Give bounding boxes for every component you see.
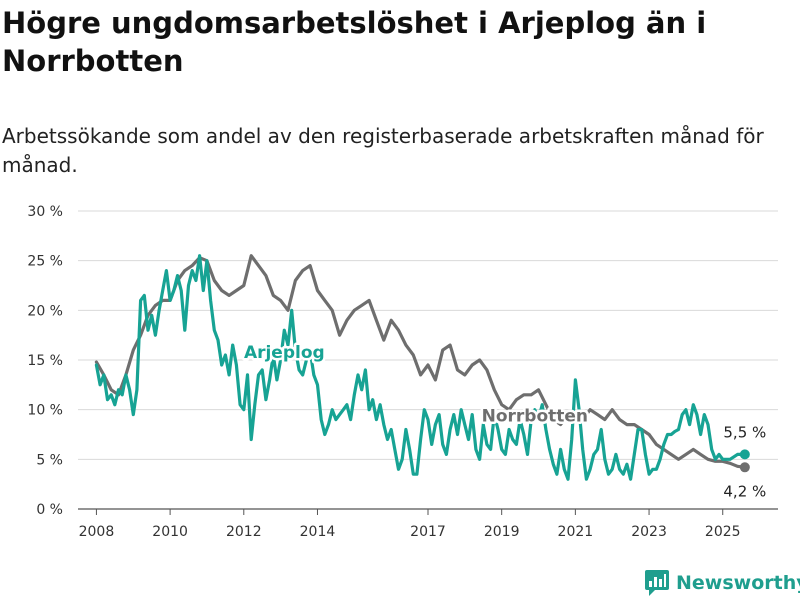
x-tick-label: 2023 bbox=[631, 524, 667, 540]
series-lines bbox=[94, 254, 747, 481]
line-chart: 0 %5 %10 %15 %20 %25 %30 % 2008 2010 2012 2… bbox=[27, 204, 778, 540]
y-tick-label: 25 % bbox=[27, 254, 63, 270]
x-tick-label: 2019 bbox=[484, 524, 520, 540]
x-tick-label: 2014 bbox=[300, 524, 336, 540]
series-labels: Arjeplog Norrbotten bbox=[241, 341, 590, 430]
x-axis: 2008 2010 2012 2014 2017 2019 2021 2023 2025 bbox=[79, 509, 741, 540]
y-tick-label: 10 % bbox=[27, 403, 63, 419]
x-tick-label: 2025 bbox=[705, 524, 741, 540]
y-tick-label: 5 % bbox=[36, 452, 63, 468]
x-tick-label: 2012 bbox=[226, 524, 262, 540]
series-line-norrbotten bbox=[94, 254, 747, 469]
end-point-norrbotten bbox=[739, 462, 750, 473]
chart-subtitle: Arbetssökande som andel av den registerb… bbox=[2, 124, 764, 177]
end-point-arjeplog bbox=[739, 449, 750, 460]
end-value-label-arjeplog: 5,5 % bbox=[723, 423, 766, 441]
y-tick-label: 0 % bbox=[36, 502, 63, 518]
y-axis-tick-labels: 0 % 5 % 10 % 15 % 20 % 25 % 30 % bbox=[27, 204, 63, 518]
series-line-arjeplog bbox=[94, 254, 747, 481]
brand-name: Newsworthy bbox=[676, 572, 800, 594]
end-points: 4,2 % 5,5 % bbox=[723, 423, 766, 500]
series-label-norrbotten: Norrbotten bbox=[482, 407, 588, 427]
chart-title: Högre ungdomsarbetslöshet i Arjeplog än … bbox=[2, 6, 707, 78]
x-tick-label: 2021 bbox=[558, 524, 594, 540]
series-label-arjeplog: Arjeplog bbox=[244, 343, 325, 363]
x-tick-label: 2008 bbox=[79, 524, 115, 540]
brand-logo: Newsworthy bbox=[645, 569, 800, 597]
y-tick-label: 15 % bbox=[27, 353, 63, 369]
gridlines bbox=[78, 210, 778, 510]
y-tick-label: 30 % bbox=[27, 204, 63, 220]
end-value-label-norrbotten: 4,2 % bbox=[723, 482, 766, 500]
newsworthy-logo-icon bbox=[645, 570, 669, 596]
x-tick-label: 2017 bbox=[410, 524, 446, 540]
x-tick-label: 2010 bbox=[152, 524, 188, 540]
y-tick-label: 20 % bbox=[27, 303, 63, 319]
